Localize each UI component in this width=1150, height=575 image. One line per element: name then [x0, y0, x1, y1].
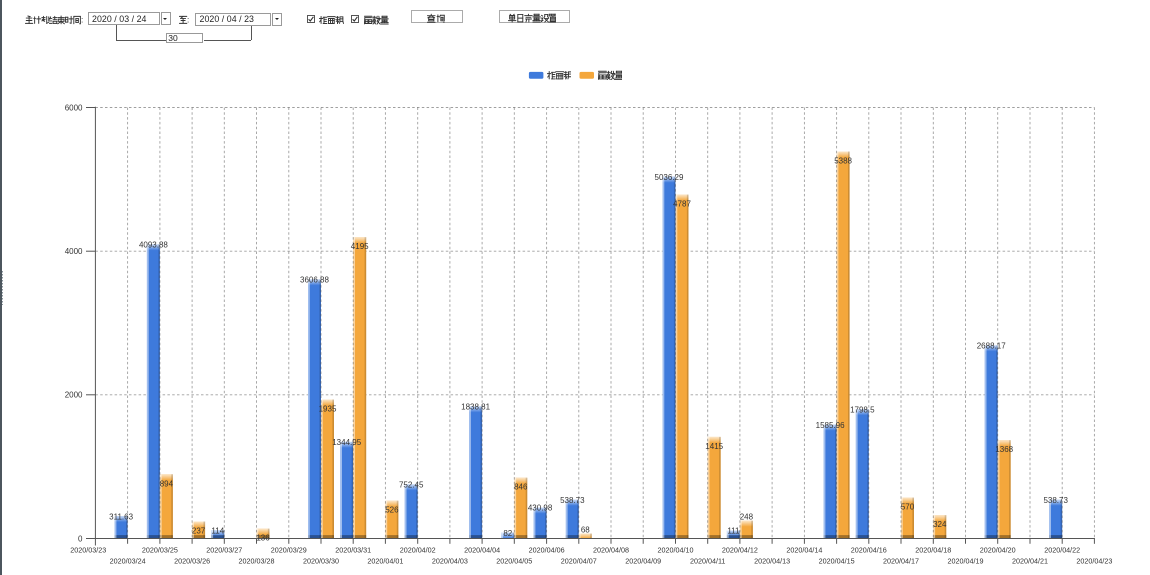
svg-text:136: 136: [256, 534, 270, 543]
svg-text::: :: [186, 15, 188, 24]
svg-text:2020/04/12: 2020/04/12: [722, 545, 758, 554]
svg-text:111: 111: [727, 527, 740, 536]
svg-text:2020/04/10: 2020/04/10: [658, 545, 694, 554]
svg-text:538.73: 538.73: [1043, 496, 1068, 505]
svg-text:2020/04/14: 2020/04/14: [786, 545, 822, 554]
svg-text:5036.29: 5036.29: [655, 173, 684, 182]
svg-text:2020/04/11: 2020/04/11: [690, 556, 725, 565]
svg-text:4000: 4000: [65, 247, 83, 256]
svg-text:2020/04/20: 2020/04/20: [980, 545, 1016, 554]
svg-text:2020/04/02: 2020/04/02: [400, 545, 436, 554]
svg-text:2020/03/23: 2020/03/23: [70, 545, 106, 554]
svg-text:2020/04/05: 2020/04/05: [496, 556, 532, 565]
svg-text:526: 526: [385, 506, 399, 515]
svg-text:570: 570: [901, 503, 915, 512]
svg-text:311.63: 311.63: [109, 512, 133, 521]
svg-text:82: 82: [503, 529, 512, 538]
svg-text:846: 846: [514, 483, 528, 492]
svg-text:2020/03/29: 2020/03/29: [271, 545, 307, 554]
svg-text:3606.88: 3606.88: [300, 276, 329, 285]
svg-text:2020/03/26: 2020/03/26: [174, 556, 210, 565]
svg-text:2020/04/06: 2020/04/06: [529, 545, 565, 554]
svg-text:4093.88: 4093.88: [139, 241, 168, 250]
svg-text:2020/04/18: 2020/04/18: [915, 545, 951, 554]
svg-text:2020/04/13: 2020/04/13: [754, 556, 790, 565]
svg-text:2020/04/15: 2020/04/15: [819, 556, 855, 565]
svg-text:114: 114: [211, 527, 224, 536]
svg-text:4195: 4195: [351, 242, 369, 251]
svg-text:0: 0: [78, 534, 83, 543]
svg-text:2020/04/17: 2020/04/17: [883, 556, 919, 565]
svg-text:1585.96: 1585.96: [816, 421, 845, 430]
svg-text:2020/04/09: 2020/04/09: [625, 556, 661, 565]
svg-text:2020/04/04: 2020/04/04: [464, 545, 500, 554]
svg-text:1368: 1368: [995, 445, 1013, 454]
svg-text:2020/04/08: 2020/04/08: [593, 545, 629, 554]
svg-text:6000: 6000: [65, 103, 83, 112]
svg-text:1415: 1415: [705, 442, 723, 451]
svg-text:2020/04/23: 2020/04/23: [1076, 556, 1112, 565]
svg-text:2020/04/22: 2020/04/22: [1044, 545, 1080, 554]
svg-text:1838.81: 1838.81: [461, 403, 490, 412]
svg-text:2020/04/01: 2020/04/01: [367, 556, 403, 565]
svg-text:2020/04/19: 2020/04/19: [948, 556, 984, 565]
svg-text:4787: 4787: [673, 200, 691, 209]
svg-text:2020/04/21: 2020/04/21: [1012, 556, 1048, 565]
svg-text:237: 237: [192, 527, 206, 536]
svg-text:894: 894: [160, 479, 174, 488]
svg-text:2000: 2000: [65, 391, 83, 400]
svg-text:2020/04/07: 2020/04/07: [561, 556, 597, 565]
svg-text:2020/03/28: 2020/03/28: [239, 556, 275, 565]
svg-text:1798.5: 1798.5: [850, 406, 875, 415]
svg-text:538.73: 538.73: [560, 496, 585, 505]
svg-text:324: 324: [933, 520, 947, 529]
svg-text:68: 68: [581, 525, 590, 534]
svg-text:2020/04/03: 2020/04/03: [432, 556, 468, 565]
svg-text:430.98: 430.98: [528, 504, 553, 513]
svg-text:2020/03/24: 2020/03/24: [110, 556, 146, 565]
svg-text:248: 248: [740, 512, 754, 521]
svg-text:752.45: 752.45: [399, 481, 424, 490]
svg-text:2688.17: 2688.17: [977, 342, 1006, 351]
svg-text:1935: 1935: [319, 405, 337, 414]
svg-text:2020/03/27: 2020/03/27: [206, 545, 242, 554]
svg-text:2020/03/31: 2020/03/31: [335, 545, 371, 554]
svg-text:2020/03/25: 2020/03/25: [142, 545, 178, 554]
svg-text:1344.95: 1344.95: [332, 438, 361, 447]
svg-text::: :: [81, 15, 83, 24]
svg-text:2020/04/16: 2020/04/16: [851, 545, 887, 554]
svg-text:5388: 5388: [834, 157, 852, 166]
svg-text:2020/03/30: 2020/03/30: [303, 556, 339, 565]
